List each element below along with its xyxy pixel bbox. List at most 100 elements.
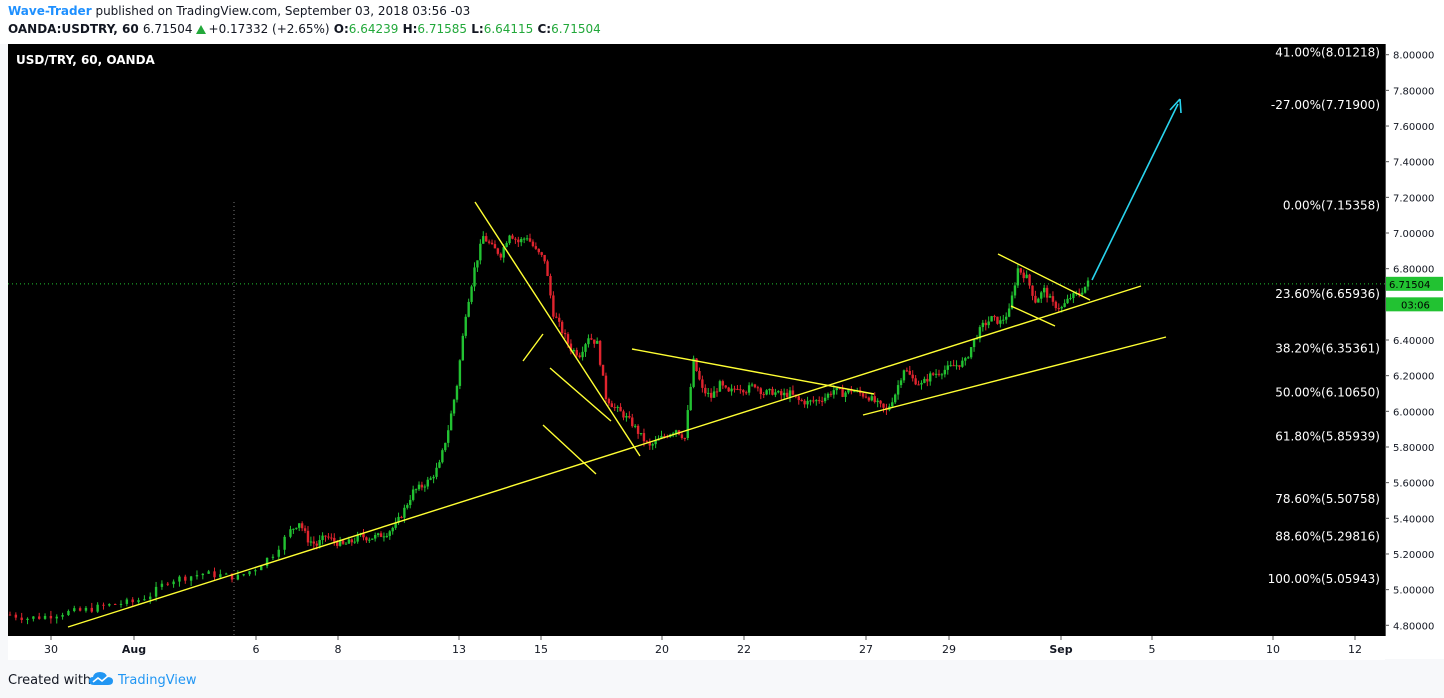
time-axis[interactable]: 30 Aug 6 8 13 15 20 22 27 29 Sep 5 10 12 (8, 636, 1385, 660)
candle-body (195, 575, 199, 577)
price-change: +0.17332 (+2.65%) (208, 22, 330, 36)
candle-body (739, 389, 742, 391)
candle-body (435, 467, 438, 477)
candle-body (625, 416, 628, 418)
fib-level-label: 0.00%(7.15358) (1283, 199, 1380, 213)
candle-body (420, 484, 424, 488)
candle-body (306, 530, 310, 543)
candle-body (207, 571, 210, 574)
candle-body (601, 364, 605, 376)
candle-body (578, 355, 581, 358)
price-tick-label: 5.60000 (1393, 479, 1434, 490)
candle-body (537, 248, 540, 253)
time-tick-label: 6 (253, 643, 260, 656)
candle-body (470, 286, 473, 302)
candle-body (429, 478, 432, 480)
candle-body (414, 489, 418, 491)
candle-body (899, 380, 903, 386)
candle-body (1028, 274, 1031, 286)
candle-body (823, 397, 827, 402)
candle-body (806, 400, 809, 405)
tradingview-cloud-icon[interactable] (88, 671, 114, 687)
low-label: L: (471, 22, 484, 36)
current-price-tag (1386, 276, 1443, 291)
chart-pane[interactable]: 41.00%(8.01218) -27.00%(7.71900) 0.00%(7.1… (8, 44, 1385, 659)
author-link[interactable]: Wave-Trader (8, 4, 92, 18)
candle-body (604, 375, 608, 400)
candle-body (347, 539, 351, 544)
candle-body (893, 394, 897, 403)
candle-body (426, 479, 429, 487)
candle-body (891, 402, 894, 407)
price-axis-svg: 4.80000 5.00000 5.20000 5.40000 5.60000 5.800… (1385, 44, 1443, 636)
price-tick-label: 5.20000 (1393, 550, 1434, 561)
candle-body (283, 536, 286, 550)
candle-body (502, 247, 505, 258)
candle-body (651, 444, 654, 446)
candle-body (654, 440, 657, 445)
candle-body (777, 391, 780, 393)
candle-body (292, 528, 295, 530)
candle-body (727, 387, 730, 392)
candle-body (1042, 287, 1046, 293)
candle-body (432, 476, 435, 479)
candle-body (303, 528, 307, 531)
open-value: 6.64239 (348, 22, 399, 36)
candle-body (467, 301, 470, 317)
candle-body (587, 338, 590, 345)
main-support-line (67, 285, 1142, 628)
candle-body (49, 615, 53, 619)
candle-body (493, 244, 497, 249)
candle-body (84, 607, 88, 611)
candle-body (409, 499, 412, 506)
candle-body (695, 358, 698, 372)
candle-body (1016, 268, 1020, 286)
tradingview-brand-link[interactable]: TradingView (118, 673, 197, 688)
candle-body (32, 616, 35, 619)
candle-body (1031, 285, 1034, 296)
candle-body (540, 252, 543, 255)
candle-body (61, 615, 64, 617)
price-axis[interactable]: 4.80000 5.00000 5.20000 5.40000 5.60000 5.800… (1385, 44, 1444, 659)
candle-body (940, 374, 944, 376)
candle-body (1045, 287, 1049, 298)
candle-body (172, 581, 175, 585)
created-with-text: Created with (8, 673, 92, 688)
candle-body (762, 394, 765, 396)
candle-body (712, 391, 716, 398)
candle-body (14, 614, 18, 618)
time-tick-label: 22 (737, 643, 751, 656)
candle-body (867, 397, 871, 401)
chart-header: Wave-Trader published on TradingView.com… (0, 0, 1444, 44)
candle-body (560, 321, 564, 334)
candle-body (514, 238, 517, 240)
price-tick-label: 7.80000 (1393, 86, 1434, 97)
price-tick-label: 5.00000 (1393, 586, 1434, 597)
candle-body (160, 583, 164, 587)
candle-body (330, 537, 333, 539)
candle-body (937, 373, 941, 375)
fib-level-label: 100.00%(5.05943) (1268, 572, 1380, 586)
candle-body (543, 254, 546, 262)
candle-body (102, 604, 105, 606)
price-tick-label: 7.40000 (1393, 158, 1434, 169)
candle-body (902, 370, 906, 381)
time-tick-label: 12 (1348, 643, 1362, 656)
chart-svg[interactable]: 41.00%(8.01218) -27.00%(7.71900) 0.00%(7.1… (8, 44, 1385, 636)
candle-body (864, 396, 868, 398)
candle-body (744, 392, 748, 394)
candle-body (1007, 308, 1011, 317)
candle-body (964, 358, 967, 361)
candle-body (298, 523, 301, 528)
candle-body (236, 574, 240, 580)
price-tick-label: 5.80000 (1393, 443, 1434, 454)
time-tick-label: 8 (335, 643, 342, 656)
candle-body (718, 381, 722, 392)
candle-body (1019, 268, 1023, 273)
candle-body (254, 570, 257, 572)
candle-body (768, 388, 771, 391)
candle-body (154, 586, 158, 597)
candle-body (1057, 308, 1060, 310)
candle-body (759, 388, 763, 395)
candle-body (484, 236, 488, 242)
